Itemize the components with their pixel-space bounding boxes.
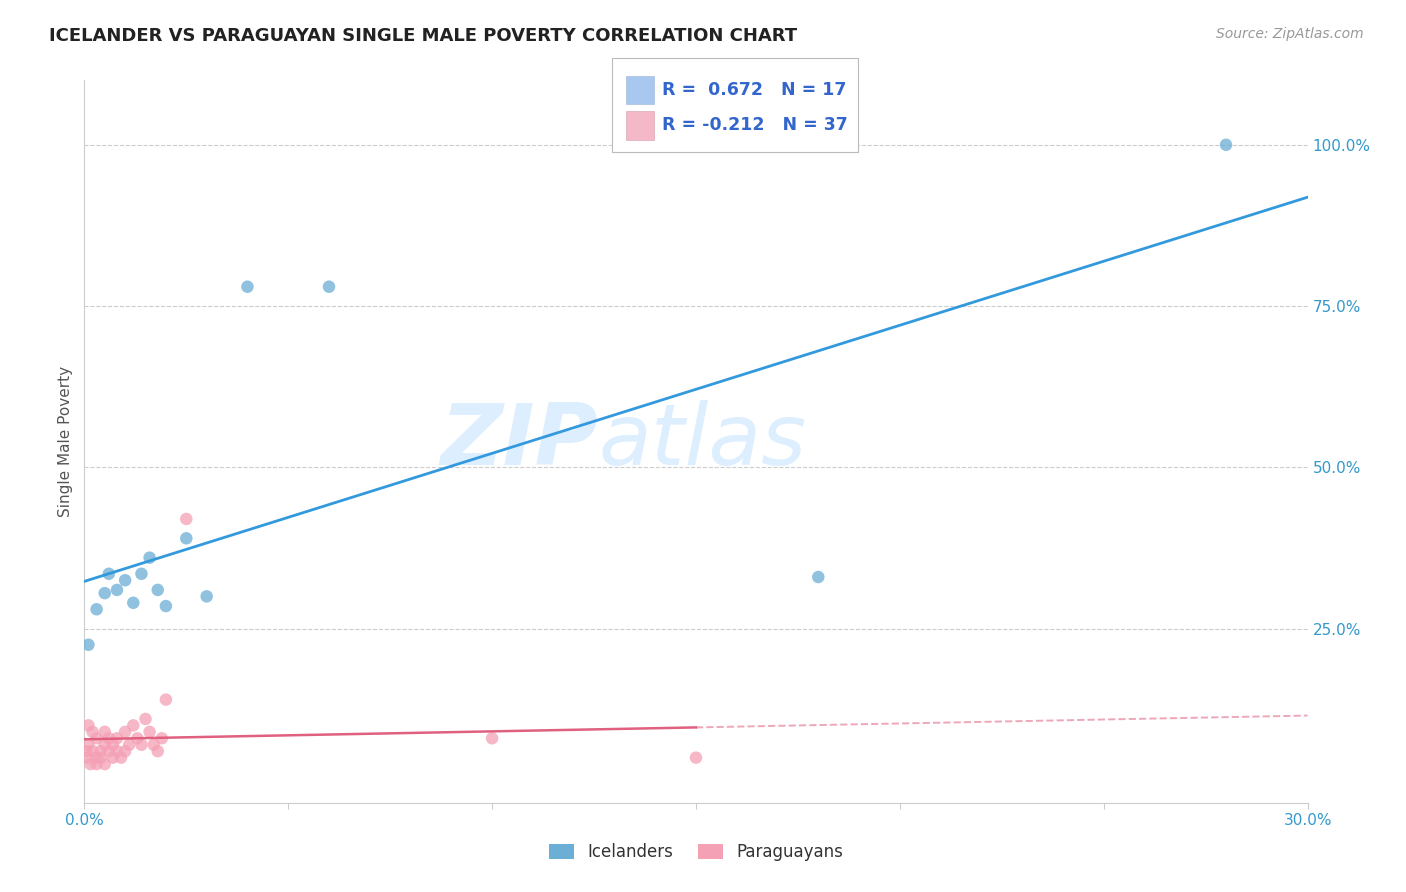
Point xyxy=(174,512,197,526)
Text: Source: ZipAtlas.com: Source: ZipAtlas.com xyxy=(1216,27,1364,41)
Text: R = -0.212   N = 37: R = -0.212 N = 37 xyxy=(662,117,848,135)
Text: atlas: atlas xyxy=(598,400,806,483)
Point xyxy=(236,279,259,293)
Point xyxy=(685,750,707,764)
Point xyxy=(146,744,169,758)
Point xyxy=(77,738,100,752)
Point xyxy=(195,590,218,604)
Point xyxy=(105,582,128,597)
Point xyxy=(481,731,503,746)
Point xyxy=(75,744,97,758)
Point xyxy=(114,744,136,758)
Point xyxy=(82,724,104,739)
Point xyxy=(150,731,173,746)
Point xyxy=(114,573,136,587)
Point xyxy=(93,724,115,739)
Point xyxy=(86,602,108,616)
Point xyxy=(155,692,177,706)
Point xyxy=(1215,137,1237,152)
Point xyxy=(90,744,112,758)
Point xyxy=(93,757,115,772)
Point xyxy=(135,712,157,726)
Point xyxy=(122,718,145,732)
Point xyxy=(86,750,108,764)
Point xyxy=(79,757,101,772)
Point xyxy=(131,738,153,752)
Point xyxy=(131,566,153,581)
Point xyxy=(146,582,169,597)
Point xyxy=(97,566,120,581)
Point xyxy=(114,724,136,739)
Point xyxy=(101,750,124,764)
Point xyxy=(127,731,149,746)
Point xyxy=(318,279,340,293)
Point xyxy=(138,724,160,739)
Y-axis label: Single Male Poverty: Single Male Poverty xyxy=(58,366,73,517)
Text: R =  0.672   N = 17: R = 0.672 N = 17 xyxy=(662,81,846,99)
Point xyxy=(122,596,145,610)
Text: ICELANDER VS PARAGUAYAN SINGLE MALE POVERTY CORRELATION CHART: ICELANDER VS PARAGUAYAN SINGLE MALE POVE… xyxy=(49,27,797,45)
Point xyxy=(110,750,132,764)
Point xyxy=(118,738,141,752)
Point xyxy=(90,750,112,764)
Point xyxy=(155,599,177,613)
Point xyxy=(807,570,830,584)
Point xyxy=(97,731,120,746)
Text: ZIP: ZIP xyxy=(440,400,598,483)
Point xyxy=(76,750,98,764)
Point xyxy=(105,744,128,758)
Point xyxy=(101,738,124,752)
Point xyxy=(77,638,100,652)
Point xyxy=(105,731,128,746)
Point xyxy=(77,718,100,732)
Legend: Icelanders, Paraguayans: Icelanders, Paraguayans xyxy=(543,837,849,868)
Point xyxy=(86,757,108,772)
Point xyxy=(142,738,165,752)
Point xyxy=(174,531,197,545)
Point xyxy=(86,731,108,746)
Point xyxy=(93,586,115,600)
Point xyxy=(97,744,120,758)
Point xyxy=(138,550,160,565)
Point xyxy=(93,738,115,752)
Point xyxy=(82,744,104,758)
